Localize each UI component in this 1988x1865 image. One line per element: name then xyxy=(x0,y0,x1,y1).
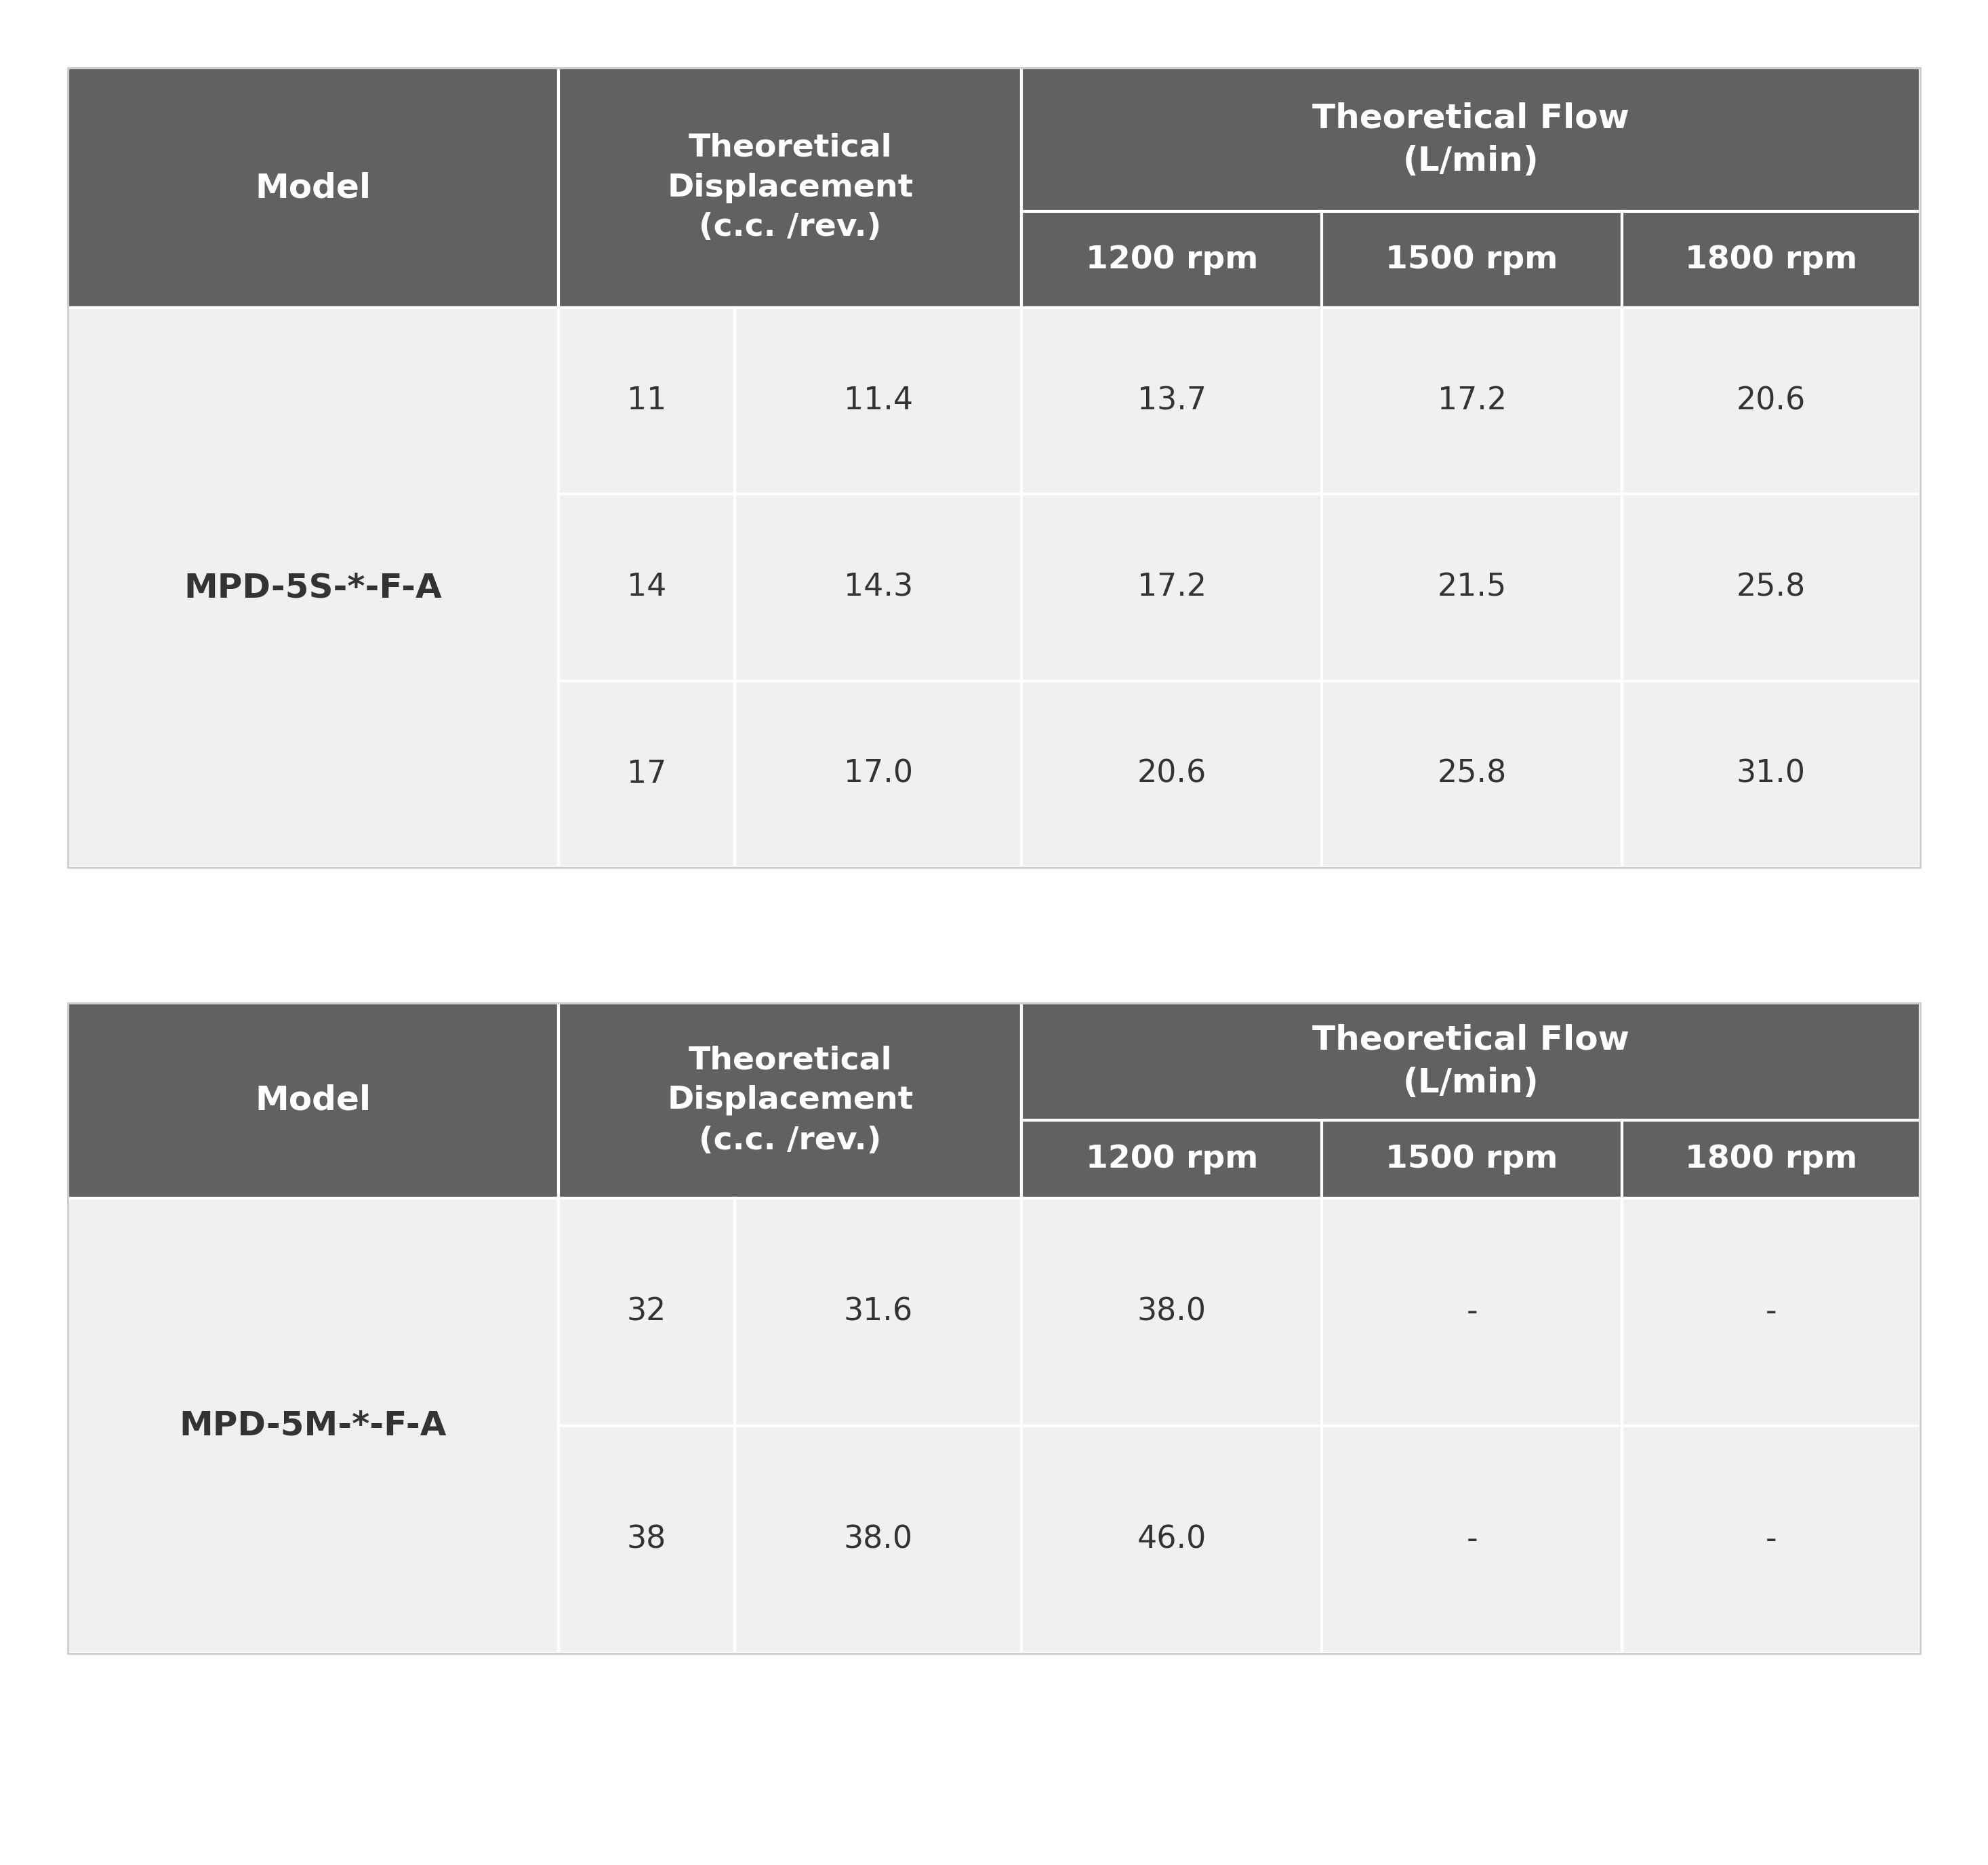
Text: 14.3: 14.3 xyxy=(843,573,912,602)
Bar xyxy=(1322,308,1622,494)
Bar xyxy=(1022,494,1322,681)
Text: 38: 38 xyxy=(626,1524,666,1555)
Bar xyxy=(559,494,736,681)
Bar xyxy=(559,67,1022,308)
Bar xyxy=(736,1197,1022,1427)
Bar xyxy=(1022,308,1322,494)
Bar xyxy=(736,308,1022,494)
Bar xyxy=(1322,213,1622,308)
Text: 20.6: 20.6 xyxy=(1736,386,1805,416)
Bar xyxy=(68,67,1920,867)
Text: 17.2: 17.2 xyxy=(1437,386,1507,416)
Bar xyxy=(1622,1197,1920,1427)
Bar xyxy=(736,1427,1022,1654)
Bar xyxy=(1022,681,1322,867)
Bar xyxy=(1022,1003,1920,1121)
Text: 38.0: 38.0 xyxy=(1137,1296,1207,1328)
Text: 32: 32 xyxy=(626,1296,666,1328)
Bar xyxy=(1622,1427,1920,1654)
Bar xyxy=(1622,1121,1920,1197)
Text: -: - xyxy=(1765,1296,1777,1328)
Bar xyxy=(1322,1197,1622,1427)
Text: Model: Model xyxy=(254,172,372,203)
Bar xyxy=(68,1197,559,1654)
Text: 1800 rpm: 1800 rpm xyxy=(1686,1143,1857,1175)
Text: 20.6: 20.6 xyxy=(1137,759,1207,789)
Bar xyxy=(559,308,736,494)
Text: 25.8: 25.8 xyxy=(1437,759,1507,789)
Text: Theoretical
Displacement
(c.c. /rev.): Theoretical Displacement (c.c. /rev.) xyxy=(668,1046,912,1156)
Bar xyxy=(1622,681,1920,867)
Text: 31.0: 31.0 xyxy=(1738,759,1805,789)
Bar xyxy=(1622,308,1920,494)
Text: 1500 rpm: 1500 rpm xyxy=(1386,244,1559,274)
Text: 14: 14 xyxy=(626,573,666,602)
Text: 17.2: 17.2 xyxy=(1137,573,1207,602)
Text: 1800 rpm: 1800 rpm xyxy=(1686,244,1857,274)
Bar xyxy=(1622,213,1920,308)
Bar xyxy=(559,681,736,867)
Bar xyxy=(1022,213,1322,308)
Text: 17: 17 xyxy=(626,759,666,789)
Bar xyxy=(1322,494,1622,681)
Bar xyxy=(1022,1427,1322,1654)
Bar xyxy=(559,1197,736,1427)
Text: 11: 11 xyxy=(626,386,666,416)
Text: 1200 rpm: 1200 rpm xyxy=(1085,1143,1258,1175)
Bar xyxy=(1322,681,1622,867)
Bar xyxy=(68,1003,559,1197)
Text: MPD-5M-*-F-A: MPD-5M-*-F-A xyxy=(179,1410,447,1442)
Bar xyxy=(736,494,1022,681)
Text: -: - xyxy=(1467,1296,1477,1328)
Bar xyxy=(736,681,1022,867)
Text: -: - xyxy=(1467,1524,1477,1555)
Text: Theoretical Flow
(L/min): Theoretical Flow (L/min) xyxy=(1312,103,1630,177)
Bar xyxy=(68,308,559,867)
Text: 21.5: 21.5 xyxy=(1437,573,1507,602)
Text: Model: Model xyxy=(254,1084,372,1117)
Text: MPD-5S-*-F-A: MPD-5S-*-F-A xyxy=(185,571,441,604)
Bar xyxy=(559,1427,736,1654)
Text: 11.4: 11.4 xyxy=(843,386,912,416)
Text: 1500 rpm: 1500 rpm xyxy=(1386,1143,1559,1175)
Text: 46.0: 46.0 xyxy=(1137,1524,1207,1555)
Bar xyxy=(1022,67,1920,213)
Text: 31.6: 31.6 xyxy=(843,1296,912,1328)
Text: 1200 rpm: 1200 rpm xyxy=(1085,244,1258,274)
Bar xyxy=(68,67,559,308)
Text: 25.8: 25.8 xyxy=(1736,573,1805,602)
Bar xyxy=(1022,1197,1322,1427)
Bar xyxy=(559,1003,1022,1197)
Bar xyxy=(1022,1121,1322,1197)
Text: Theoretical
Displacement
(c.c. /rev.): Theoretical Displacement (c.c. /rev.) xyxy=(668,132,912,242)
Bar xyxy=(1622,494,1920,681)
Text: 38.0: 38.0 xyxy=(843,1524,912,1555)
Bar xyxy=(1322,1121,1622,1197)
Bar xyxy=(68,1003,1920,1654)
Text: -: - xyxy=(1765,1524,1777,1555)
Text: 17.0: 17.0 xyxy=(843,759,912,789)
Text: 13.7: 13.7 xyxy=(1137,386,1207,416)
Text: Theoretical Flow
(L/min): Theoretical Flow (L/min) xyxy=(1312,1024,1630,1098)
Bar xyxy=(1322,1427,1622,1654)
